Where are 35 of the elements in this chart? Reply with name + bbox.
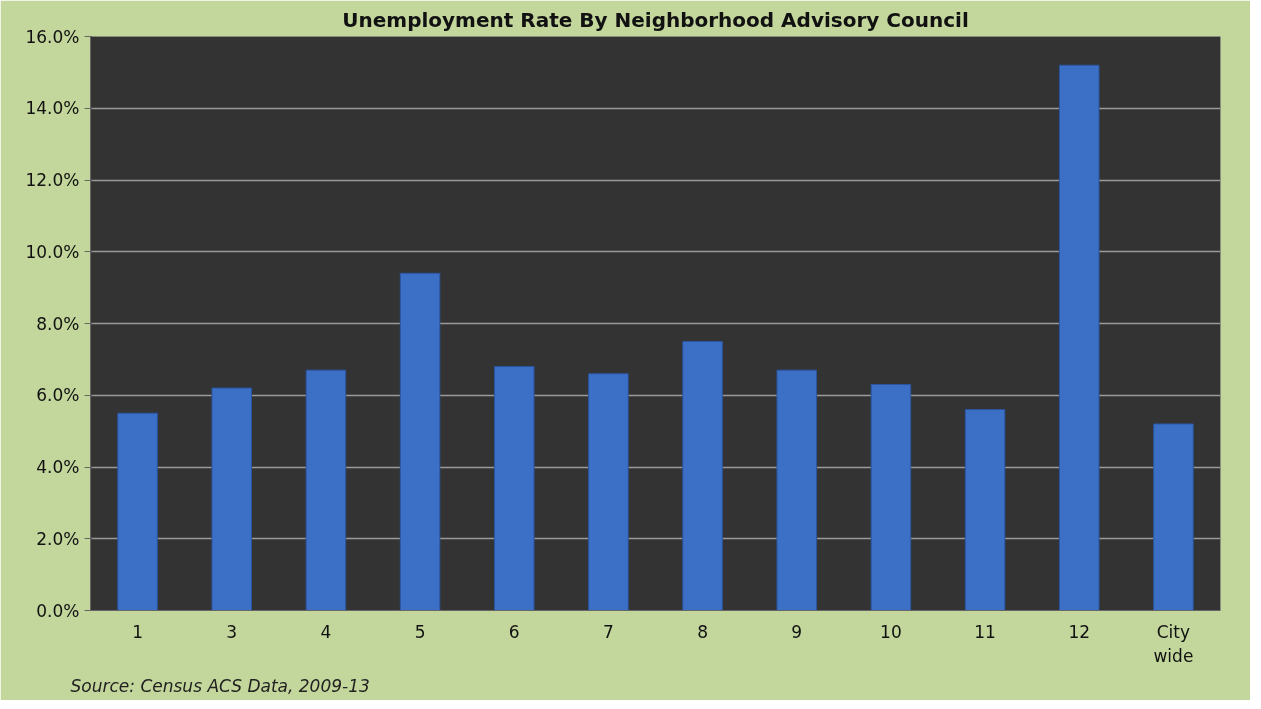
x-tick-label: 1 [132, 621, 143, 642]
x-tick-label: 7 [603, 621, 614, 642]
bar [776, 369, 818, 611]
bar [399, 272, 441, 611]
x-tick-label: City wide [1153, 621, 1194, 666]
bar [1153, 423, 1194, 611]
x-tick-label: 11 [974, 621, 996, 642]
y-tick-label: 16.0% [25, 26, 80, 47]
x-tick-label: 9 [791, 621, 803, 642]
y-tick-label: 12.0% [25, 170, 80, 190]
y-tick-label: 8.0% [36, 313, 80, 334]
bar [682, 340, 723, 611]
x-tick-label: 10 [880, 621, 902, 642]
bar [305, 369, 347, 611]
bar [117, 412, 158, 611]
x-tick-label: 4 [320, 621, 332, 642]
y-tick-label: 4.0% [36, 457, 80, 477]
y-tick-label: 6.0% [36, 385, 80, 406]
chart-title: Unemployment Rate By Neighborhood Advisory Council [342, 7, 969, 32]
bar [211, 387, 253, 611]
x-tick-label: 8 [697, 621, 708, 642]
x-tick-label: 6 [508, 621, 520, 642]
bar [1058, 64, 1100, 611]
source-note: Source: Census ACS Data, 2009-13 [70, 675, 370, 696]
bar [588, 373, 629, 611]
bar [493, 366, 535, 611]
y-tick-label: 10.0% [25, 241, 80, 262]
y-tick-label: 14.0% [25, 98, 80, 119]
x-tick-label: 5 [414, 621, 426, 642]
y-tick-label: 2.0% [36, 528, 80, 549]
bar [870, 383, 912, 611]
bar [964, 409, 1006, 611]
x-tick-label: 3 [226, 621, 238, 642]
x-tick-label: 12 [1068, 621, 1091, 642]
y-tick-label: 0.0% [36, 600, 80, 621]
